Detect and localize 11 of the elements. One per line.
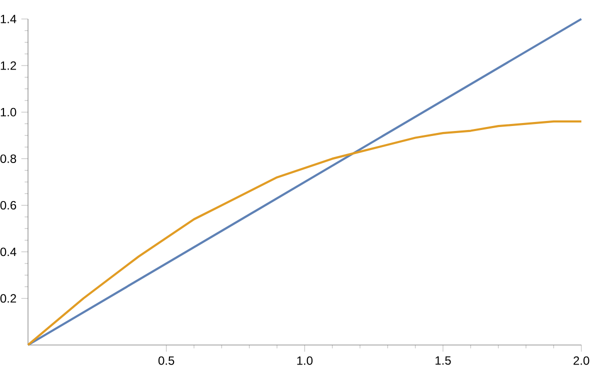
- y-tick-label: 0.6: [0, 201, 16, 210]
- x-tick-label: 1.0: [297, 356, 313, 365]
- x-tick-label: 1.5: [436, 356, 451, 365]
- y-tick-label: 1.2: [0, 61, 16, 70]
- x-tick-label: 0.5: [158, 356, 174, 365]
- y-tick-label: 0.2: [0, 294, 16, 303]
- y-tick-label: 1.0: [0, 108, 16, 116]
- y-tick-label: 0.4: [0, 248, 16, 256]
- x-tick-label: 2.0: [574, 356, 590, 365]
- y-tick-label: 1.4: [0, 14, 16, 24]
- y-tick-label: 0.8: [0, 154, 16, 163]
